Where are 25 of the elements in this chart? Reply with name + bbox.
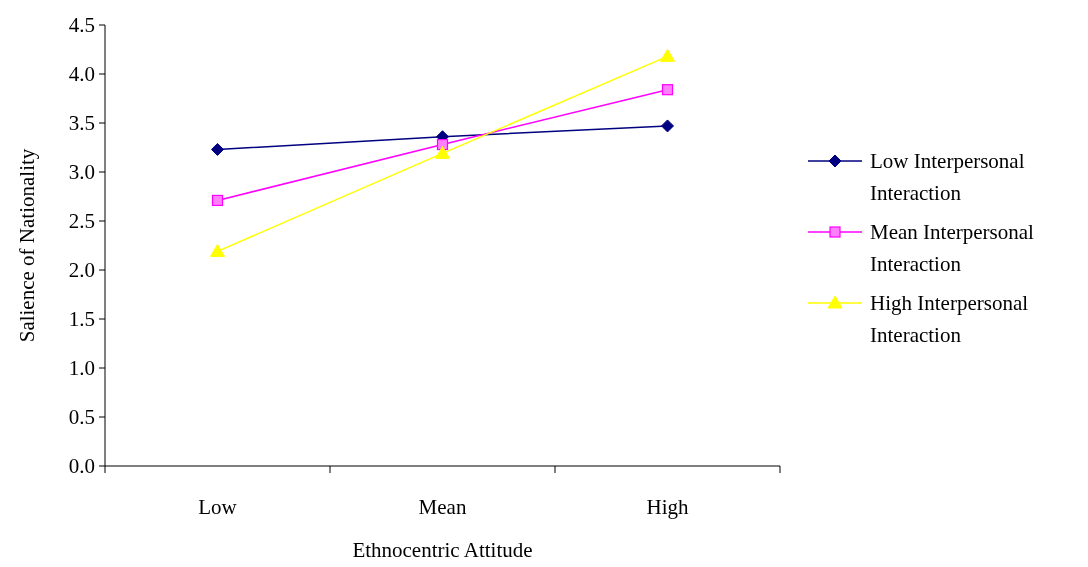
point [211,142,224,156]
point [435,145,450,159]
legend-label: Low Interpersonal Interaction [870,149,1025,205]
point [660,48,675,62]
y-axis-title: Salience of Nationality [15,148,39,343]
y-tick-label: 2.0 [68,258,95,283]
y-tick-label: 2.5 [68,209,95,234]
y-tick-label: 3.5 [68,111,95,136]
y-tick-label: 1.0 [68,356,95,381]
y-tick-label: 1.5 [68,307,95,332]
y-tick-label: 3.0 [68,160,95,185]
point [210,243,225,257]
legend-label: High Interpersonal Interaction [870,291,1029,347]
x-axis-title: Ethnocentric Attitude [352,537,533,562]
y-tick-label: 4.0 [68,62,95,87]
legend-label: Mean Interpersonal Interaction [870,220,1035,276]
point [661,119,674,133]
y-tick-label: 4.5 [68,13,95,38]
x-tick-label: Low [198,495,238,519]
x-tick-label: High [646,495,689,519]
point [211,194,224,207]
x-tick-label: Mean [418,495,467,519]
point [661,84,674,96]
y-tick-label: 0.0 [68,454,95,479]
y-tick-label: 0.5 [68,405,95,430]
